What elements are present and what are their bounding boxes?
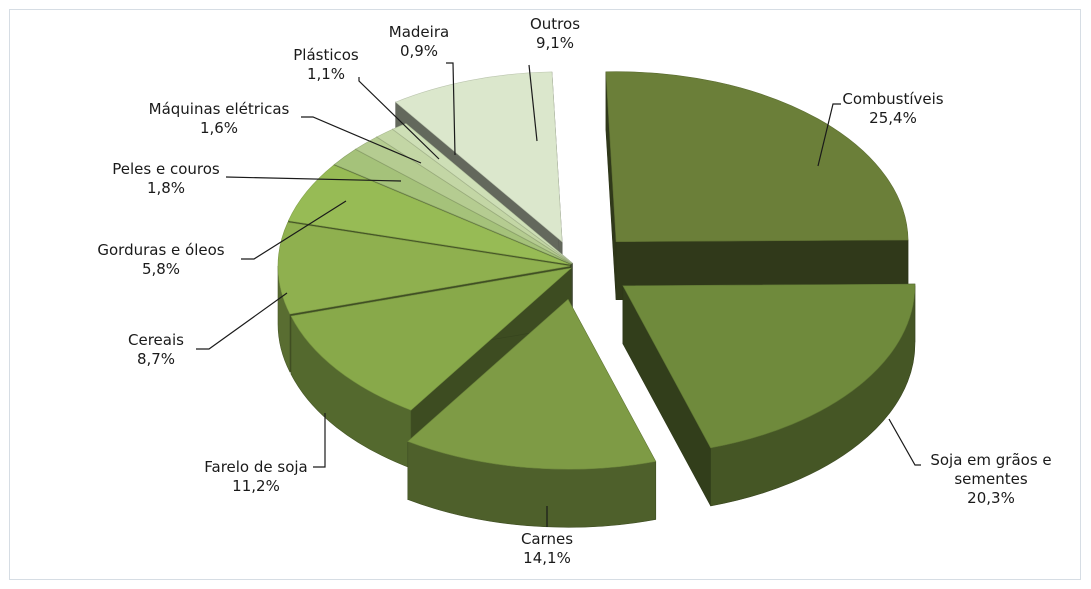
leader-line bbox=[196, 292, 288, 350]
slice-percent-label: 14,1% bbox=[523, 549, 571, 567]
leader-line bbox=[817, 103, 841, 167]
slice-gorduras-e-oleos bbox=[287, 164, 571, 265]
slice-percent-label: 1,6% bbox=[200, 119, 238, 137]
slice-maquinas-eletricas bbox=[355, 136, 572, 264]
slice-name-label: Farelo de soja bbox=[204, 458, 308, 476]
chart-frame: Combustíveis 25,4% Soja em grãos e sementes… bbox=[9, 9, 1081, 580]
slice-plasticos bbox=[376, 129, 573, 264]
slice-name-label: Máquinas elétricas bbox=[149, 100, 290, 118]
leader-line bbox=[446, 62, 456, 156]
slice-percent-label: 1,1% bbox=[307, 65, 345, 83]
slice-name-label: Combustíveis bbox=[842, 90, 943, 108]
leader-line bbox=[225, 176, 402, 182]
slice-name-label: Plásticos bbox=[293, 46, 359, 64]
slice-name-label: Soja em grãos e bbox=[930, 451, 1051, 469]
slice-percent-label: 8,7% bbox=[137, 350, 175, 368]
slice-name-label: Gorduras e óleos bbox=[97, 241, 224, 259]
slice-name-label: sementes bbox=[954, 470, 1028, 488]
slice-combustiveis bbox=[605, 71, 909, 242]
slice-percent-label: 25,4% bbox=[869, 109, 917, 127]
slice-name-label: Cereais bbox=[128, 331, 184, 349]
slice-name-label: Madeira bbox=[389, 23, 449, 41]
slice-outros bbox=[395, 71, 563, 243]
slice-farelo-de-soja bbox=[290, 267, 573, 411]
slice-percent-label: 5,8% bbox=[142, 260, 180, 278]
slice-percent-label: 0,9% bbox=[400, 42, 438, 60]
slice-percent-label: 11,2% bbox=[232, 477, 280, 495]
leader-line bbox=[313, 413, 326, 468]
leader-line bbox=[301, 116, 422, 164]
slice-percent-label: 20,3% bbox=[967, 489, 1015, 507]
pie-tops bbox=[277, 71, 916, 470]
slice-percent-label: 1,8% bbox=[147, 179, 185, 197]
slice-soja-em-graos-e-sementes bbox=[622, 283, 916, 449]
leader-line bbox=[528, 64, 538, 142]
slice-percent-label: 9,1% bbox=[536, 34, 574, 52]
leader-line bbox=[358, 77, 440, 160]
leader-line bbox=[888, 418, 921, 466]
slice-name-label: Carnes bbox=[521, 530, 573, 548]
slice-carnes bbox=[407, 298, 657, 470]
slice-name-label: Outros bbox=[530, 15, 580, 33]
slice-cereais bbox=[277, 221, 571, 315]
slice-peles-e-couros bbox=[333, 149, 572, 265]
leader-line bbox=[241, 200, 347, 260]
slice-name-label: Peles e couros bbox=[112, 160, 220, 178]
